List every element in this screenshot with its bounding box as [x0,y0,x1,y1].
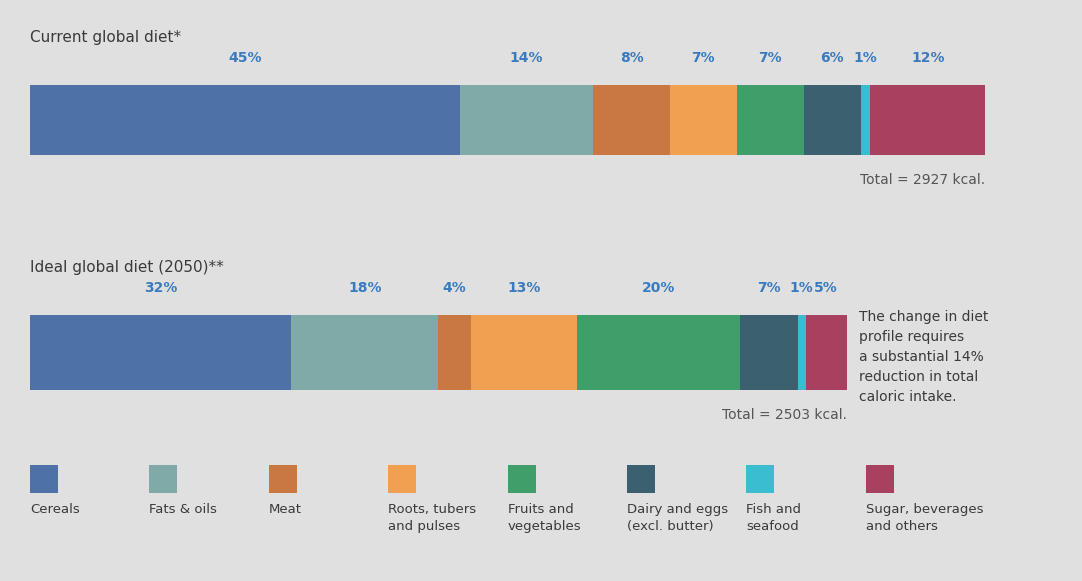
Bar [740,315,797,390]
Bar [737,85,804,155]
Text: Roots, tubers
and pulses: Roots, tubers and pulses [388,503,476,533]
Bar [806,315,846,390]
Bar [747,465,775,493]
Bar [438,315,471,390]
Text: Fish and
seafood: Fish and seafood [747,503,802,533]
Bar [507,465,536,493]
Bar [577,315,740,390]
Bar [804,85,861,155]
Text: 14%: 14% [510,51,543,65]
Text: 20%: 20% [642,281,675,295]
Text: 5%: 5% [815,281,839,295]
Text: 7%: 7% [691,51,715,65]
Bar [30,465,58,493]
Text: 6%: 6% [820,51,844,65]
Bar [797,315,806,390]
Text: 45%: 45% [228,51,262,65]
Bar [268,465,296,493]
Bar [861,85,870,155]
Bar [471,315,577,390]
Bar [626,465,655,493]
Bar [670,85,737,155]
Bar [593,85,670,155]
Text: Sugar, beverages
and others: Sugar, beverages and others [866,503,984,533]
Text: 8%: 8% [620,51,644,65]
Text: Total = 2503 kcal.: Total = 2503 kcal. [722,408,846,422]
Text: 18%: 18% [348,281,382,295]
Text: 1%: 1% [854,51,878,65]
Text: 1%: 1% [790,281,814,295]
Text: Ideal global diet (2050)**: Ideal global diet (2050)** [30,260,224,275]
Bar [866,465,894,493]
Bar [870,85,985,155]
Bar [291,315,438,390]
Text: Fats & oils: Fats & oils [149,503,217,516]
Text: The change in diet
profile requires
a substantial 14%
reduction in total
caloric: The change in diet profile requires a su… [859,310,988,404]
Text: 7%: 7% [757,281,781,295]
Text: 13%: 13% [507,281,541,295]
Bar [30,315,291,390]
Text: Meat: Meat [268,503,302,516]
Text: 12%: 12% [911,51,945,65]
Text: Total = 2927 kcal.: Total = 2927 kcal. [860,173,985,187]
Bar [30,85,460,155]
Bar [149,465,177,493]
Text: Fruits and
vegetables: Fruits and vegetables [507,503,581,533]
Bar [460,85,593,155]
Text: Current global diet*: Current global diet* [30,30,181,45]
Text: 7%: 7% [758,51,782,65]
Text: Dairy and eggs
(excl. butter): Dairy and eggs (excl. butter) [626,503,728,533]
Text: Cereals: Cereals [30,503,80,516]
Bar [388,465,417,493]
Text: 32%: 32% [144,281,177,295]
Text: 4%: 4% [443,281,466,295]
